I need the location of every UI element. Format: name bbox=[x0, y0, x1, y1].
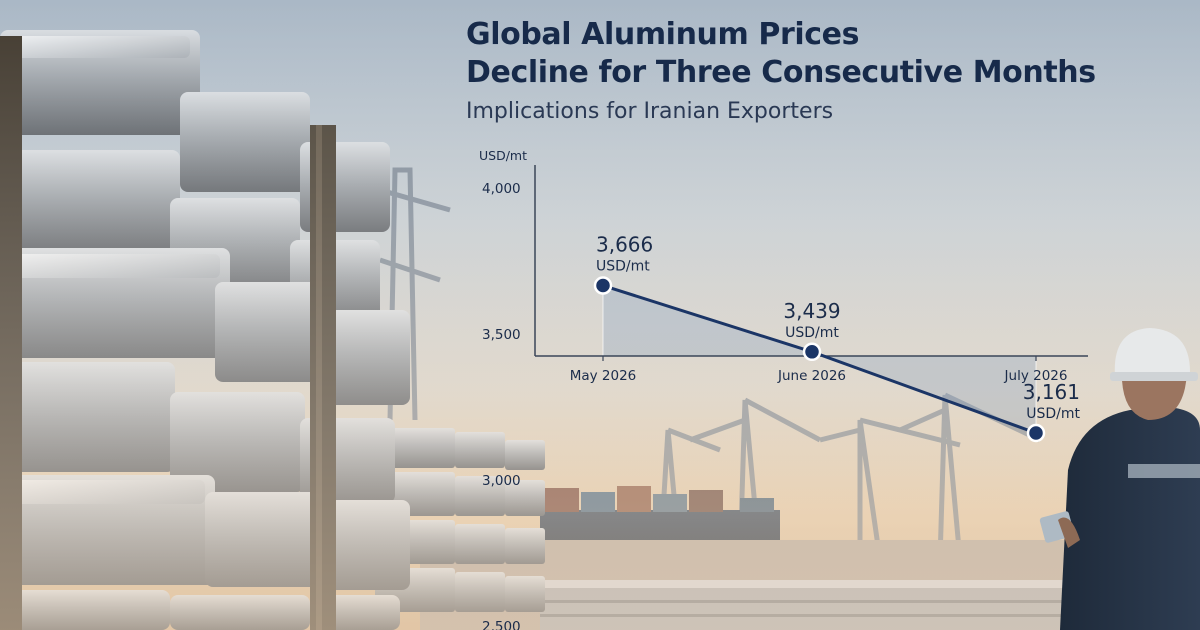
port-worker-figure bbox=[1039, 328, 1200, 630]
y-tick-label: 2,500 bbox=[482, 619, 521, 630]
data-unit-label: USD/mt bbox=[596, 259, 650, 275]
headline-title: Global Aluminum Prices Decline for Three… bbox=[466, 16, 1166, 92]
x-tick-label: June 2026 bbox=[777, 368, 846, 384]
x-tick-label: May 2026 bbox=[570, 368, 637, 384]
x-tick-label: July 2026 bbox=[1004, 368, 1068, 384]
headline-block: Global Aluminum Prices Decline for Three… bbox=[466, 16, 1166, 126]
y-axis-unit-label: USD/mt bbox=[479, 148, 527, 163]
data-point bbox=[1026, 423, 1046, 443]
y-tick-label: 4,000 bbox=[482, 181, 521, 197]
data-unit-label: USD/mt bbox=[1026, 406, 1080, 422]
headline-line-2: Decline for Three Consecutive Months bbox=[466, 55, 1096, 90]
data-point bbox=[593, 276, 613, 295]
data-value-label: 3,666 bbox=[596, 233, 653, 257]
chart-area-fill bbox=[603, 285, 1036, 433]
data-value-label: 3,161 bbox=[1023, 380, 1080, 404]
headline-line-1: Global Aluminum Prices bbox=[466, 17, 860, 52]
y-tick-label: 3,500 bbox=[482, 327, 521, 343]
data-value-label: 3,439 bbox=[783, 299, 840, 323]
data-point bbox=[802, 342, 822, 362]
y-tick-label: 3,000 bbox=[482, 473, 521, 489]
headline-subtitle: Implications for Iranian Exporters bbox=[466, 99, 834, 124]
data-unit-label: USD/mt bbox=[785, 325, 839, 341]
